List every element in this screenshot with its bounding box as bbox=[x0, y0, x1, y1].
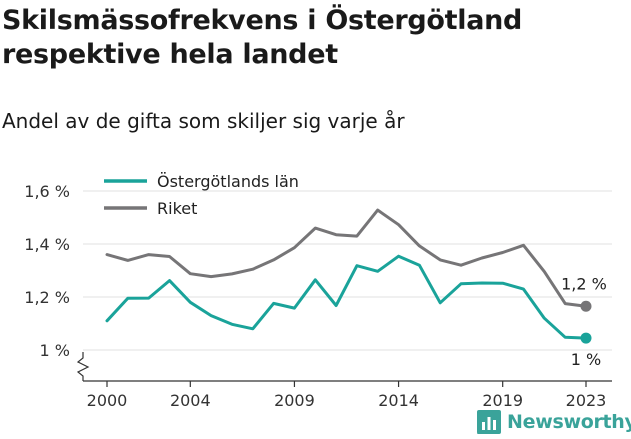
x-axis: 2000 2004 2009 2014 2019 2023 bbox=[83, 380, 612, 410]
series-end-point bbox=[580, 332, 592, 344]
legend-label: Riket bbox=[157, 199, 197, 218]
bar-chart-logo-icon bbox=[477, 410, 501, 434]
y-tick-label: 1,2 % bbox=[24, 288, 70, 307]
newsworthy-logo: Newsworthy bbox=[476, 408, 631, 436]
x-tick-label: 2004 bbox=[170, 391, 211, 410]
y-tick-label: 1 % bbox=[40, 341, 70, 360]
y-tick-label: 1,4 % bbox=[24, 235, 70, 254]
x-tick-label: 2009 bbox=[274, 391, 315, 410]
y-tick-label: 1,6 % bbox=[24, 182, 70, 201]
x-tick-label: 2014 bbox=[378, 391, 419, 410]
series-line-ostergotland bbox=[105, 254, 588, 340]
x-tick-label: 2000 bbox=[87, 391, 128, 410]
legend-label: Östergötlands län bbox=[157, 172, 299, 191]
end-value-label: 1 % bbox=[571, 350, 601, 369]
end-labels: 1 % 1,2 % bbox=[561, 274, 607, 369]
series-lines bbox=[105, 208, 592, 344]
legend: Östergötlands län Riket bbox=[104, 172, 299, 218]
brand-name: Newsworthy bbox=[507, 411, 631, 433]
axis-break-icon bbox=[76, 352, 90, 381]
chart-title: Skilsmässofrekvens i Östergötland respek… bbox=[2, 5, 523, 70]
series-end-point bbox=[580, 300, 592, 312]
chart-subtitle: Andel av de gifta som skiljer sig varje … bbox=[2, 109, 405, 133]
x-tick-label: 2019 bbox=[482, 391, 523, 410]
y-axis: 1 % 1,2 % 1,4 % 1,6 % bbox=[24, 182, 90, 381]
end-value-label: 1,2 % bbox=[561, 274, 607, 293]
series-line-riket bbox=[105, 208, 588, 308]
x-tick-label: 2023 bbox=[566, 391, 607, 410]
